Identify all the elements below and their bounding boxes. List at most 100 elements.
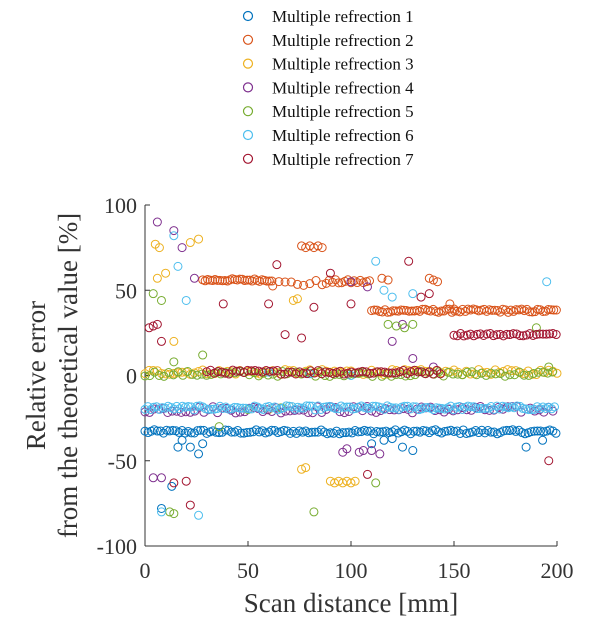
data-point [214, 428, 224, 438]
data-point [313, 427, 323, 437]
data-point [317, 280, 327, 290]
series-6 [140, 231, 560, 520]
legend-marker [242, 129, 254, 141]
data-point [187, 369, 197, 379]
data-point [362, 282, 372, 292]
data-point [140, 404, 150, 414]
data-point [156, 473, 166, 483]
data-point [246, 366, 256, 376]
y-tick-label: 100 [104, 193, 137, 218]
data-point [218, 299, 228, 309]
data-point [476, 368, 486, 378]
legend-marker [242, 153, 254, 164]
data-point [243, 365, 253, 375]
data-point [235, 403, 245, 413]
data-point [247, 276, 257, 286]
data-point [309, 507, 319, 517]
data-point [154, 404, 164, 414]
data-point [338, 428, 348, 438]
data-point [368, 401, 378, 411]
data-point [483, 403, 493, 413]
data-point [408, 289, 418, 299]
data-point [152, 402, 162, 412]
data-point [466, 402, 476, 412]
data-point [221, 402, 231, 412]
y-axis-label-line1: Relative error [21, 301, 51, 450]
data-point [474, 428, 484, 438]
data-point [250, 274, 260, 284]
data-point [169, 478, 179, 488]
data-point [313, 241, 323, 251]
data-point [459, 331, 469, 341]
data-point [173, 261, 183, 271]
data-point [200, 276, 210, 286]
data-point [198, 402, 208, 412]
data-point [527, 307, 537, 317]
data-point [482, 329, 492, 339]
data-point [526, 405, 536, 415]
data-point [383, 275, 393, 285]
data-point [515, 401, 525, 411]
data-point [272, 260, 282, 270]
legend-marker [242, 82, 254, 93]
data-point [244, 404, 254, 414]
data-point [535, 404, 545, 414]
data-point [521, 442, 531, 452]
data-point [475, 404, 485, 414]
legend-entry: Multiple refrection 4 [272, 78, 414, 97]
data-point [161, 268, 171, 278]
data-point [177, 243, 187, 253]
data-point [186, 402, 196, 412]
data-point [194, 234, 204, 244]
data-point [453, 369, 463, 379]
data-point [229, 402, 239, 412]
data-point [152, 426, 162, 436]
data-point [428, 405, 438, 415]
data-point [505, 370, 515, 380]
data-point [460, 306, 470, 316]
data-point [387, 336, 397, 346]
data-point [416, 292, 426, 302]
data-point [292, 279, 302, 289]
data-point [264, 276, 274, 286]
data-point [545, 329, 555, 339]
data-point [533, 367, 543, 377]
data-point [198, 350, 208, 360]
data-point [424, 273, 434, 283]
data-point [424, 289, 434, 299]
data-point [211, 427, 221, 437]
legend-entry: Multiple refrection 6 [272, 126, 414, 145]
data-point [270, 425, 280, 435]
data-point [339, 402, 349, 412]
data-point [503, 307, 513, 317]
data-point [251, 425, 261, 435]
data-point [408, 402, 418, 412]
data-point [480, 403, 490, 413]
legend-marker [242, 34, 254, 45]
data-point [169, 357, 179, 367]
data-point [406, 367, 416, 377]
data-point [452, 426, 462, 436]
data-point [529, 368, 539, 378]
data-point [290, 404, 300, 414]
data-point [189, 428, 199, 438]
data-point [280, 277, 290, 287]
data-point [495, 369, 505, 379]
data-point [288, 295, 298, 305]
data-point [387, 434, 397, 444]
legend-entry: Multiple refrection 2 [272, 31, 414, 50]
data-point [162, 425, 172, 435]
data-point [297, 333, 307, 343]
data-point [529, 426, 539, 436]
axis-ticks: 0 50 100 150 200 100 50 0 -50 -100 [97, 193, 574, 583]
data-point [177, 426, 187, 436]
data-point [282, 426, 292, 436]
data-point [324, 275, 334, 285]
data-point [307, 427, 317, 437]
data-point [317, 243, 327, 253]
data-point [398, 442, 407, 452]
data-point [322, 402, 332, 412]
data-point [435, 369, 445, 379]
data-point [236, 428, 246, 438]
data-point [542, 277, 552, 287]
